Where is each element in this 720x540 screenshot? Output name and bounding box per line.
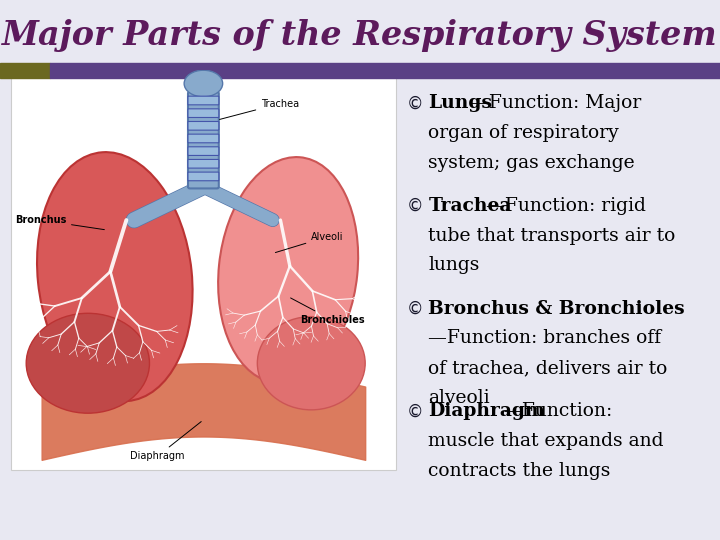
- Text: —Function: rigid: —Function: rigid: [487, 197, 647, 215]
- Text: system; gas exchange: system; gas exchange: [428, 154, 635, 172]
- Ellipse shape: [218, 157, 358, 383]
- Text: tube that transports air to: tube that transports air to: [428, 227, 676, 245]
- Ellipse shape: [26, 313, 150, 413]
- FancyBboxPatch shape: [188, 122, 219, 130]
- Text: Bronchus & Bronchioles: Bronchus & Bronchioles: [428, 300, 685, 318]
- Text: Diaphragm: Diaphragm: [130, 422, 201, 462]
- Text: contracts the lungs: contracts the lungs: [428, 462, 611, 480]
- Text: —Function: branches off: —Function: branches off: [428, 329, 662, 347]
- FancyBboxPatch shape: [188, 134, 219, 143]
- FancyBboxPatch shape: [188, 96, 219, 105]
- Text: ©: ©: [407, 94, 423, 112]
- Bar: [50, 63, 720, 78]
- Text: lungs: lungs: [428, 256, 480, 274]
- Text: —Function:: —Function:: [503, 402, 612, 420]
- Text: Lungs: Lungs: [428, 94, 492, 112]
- Text: ©: ©: [407, 197, 423, 215]
- Text: Trachea: Trachea: [220, 98, 300, 119]
- Text: Bronchus: Bronchus: [14, 215, 104, 230]
- Ellipse shape: [37, 152, 192, 401]
- Text: —Function: Major: —Function: Major: [469, 94, 641, 112]
- Text: Alveoli: Alveoli: [275, 232, 343, 253]
- Text: Major Parts of the Respiratory System: Major Parts of the Respiratory System: [2, 18, 718, 52]
- FancyBboxPatch shape: [188, 159, 219, 168]
- Text: ©: ©: [407, 402, 423, 420]
- FancyBboxPatch shape: [188, 147, 219, 156]
- Text: of trachea, delivers air to: of trachea, delivers air to: [428, 359, 667, 377]
- Text: Bronchioles: Bronchioles: [291, 298, 364, 325]
- Ellipse shape: [184, 70, 222, 97]
- FancyBboxPatch shape: [188, 109, 219, 118]
- FancyBboxPatch shape: [188, 172, 219, 181]
- Ellipse shape: [257, 316, 365, 410]
- Text: alveoli: alveoli: [428, 389, 490, 407]
- Bar: [0, 63, 50, 78]
- Text: muscle that expands and: muscle that expands and: [428, 432, 664, 450]
- Text: ©: ©: [407, 300, 423, 318]
- Text: Trachea: Trachea: [428, 197, 512, 215]
- FancyBboxPatch shape: [188, 92, 219, 188]
- Text: Diaphragm: Diaphragm: [428, 402, 545, 420]
- Bar: [11, 70, 396, 470]
- Text: organ of respiratory: organ of respiratory: [428, 124, 619, 142]
